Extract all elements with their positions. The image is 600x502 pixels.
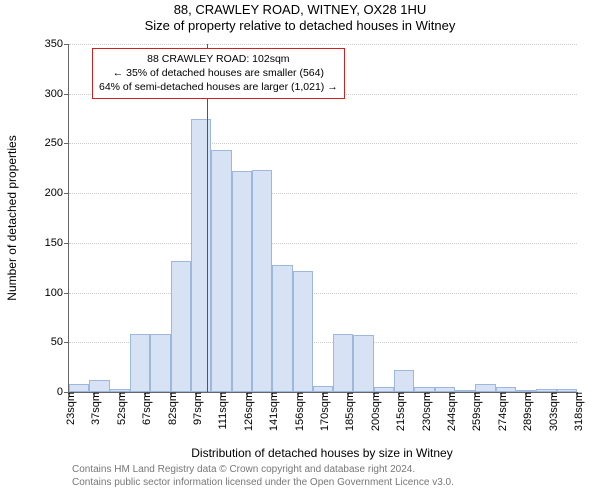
histogram-bar xyxy=(293,271,313,392)
x-tick-label: 141sqm xyxy=(264,392,280,431)
histogram-bar xyxy=(89,380,109,392)
histogram-bar xyxy=(333,334,353,392)
gridline xyxy=(69,143,577,144)
x-tick-label: 200sqm xyxy=(366,392,382,431)
y-tick-label: 350 xyxy=(45,38,69,50)
histogram-bar xyxy=(191,119,211,392)
annotation-line-2: ← 35% of detached houses are smaller (56… xyxy=(99,66,338,80)
x-tick-label: 215sqm xyxy=(391,392,407,431)
x-tick-label: 67sqm xyxy=(137,392,153,425)
histogram-bar xyxy=(130,334,150,392)
y-tick-label: 100 xyxy=(45,287,69,299)
histogram-bar xyxy=(394,370,414,392)
histogram-bar xyxy=(211,150,231,392)
x-tick-label: 274sqm xyxy=(493,392,509,431)
y-tick-label: 50 xyxy=(51,336,69,348)
x-tick-label: 318sqm xyxy=(569,392,585,431)
x-tick-label: 156sqm xyxy=(290,392,306,431)
histogram-bar xyxy=(272,265,292,392)
histogram-bar xyxy=(171,261,191,392)
histogram-bar xyxy=(69,384,89,392)
x-tick-label: 37sqm xyxy=(86,392,102,425)
footer-line-1: Contains HM Land Registry data © Crown c… xyxy=(72,464,454,477)
histogram-bar xyxy=(232,171,252,392)
gridline xyxy=(69,293,577,294)
histogram-bar xyxy=(252,170,272,392)
x-tick-label: 230sqm xyxy=(417,392,433,431)
x-tick-label: 97sqm xyxy=(188,392,204,425)
x-tick-label: 289sqm xyxy=(518,392,534,431)
histogram-bar xyxy=(150,334,170,392)
x-tick-label: 52sqm xyxy=(112,392,128,425)
x-axis-label: Distribution of detached houses by size … xyxy=(191,446,452,460)
annotation-box: 88 CRAWLEY ROAD: 102sqm ← 35% of detache… xyxy=(92,48,345,99)
x-tick-label: 23sqm xyxy=(61,392,77,425)
y-tick-label: 250 xyxy=(45,137,69,149)
gridline xyxy=(69,243,577,244)
main-title: 88, CRAWLEY ROAD, WITNEY, OX28 1HU xyxy=(0,2,600,17)
x-tick-label: 303sqm xyxy=(544,392,560,431)
footer: Contains HM Land Registry data © Crown c… xyxy=(72,464,454,489)
gridline xyxy=(69,193,577,194)
x-tick-label: 259sqm xyxy=(467,392,483,431)
x-tick-label: 82sqm xyxy=(163,392,179,425)
y-tick-label: 150 xyxy=(45,237,69,249)
footer-line-2: Contains public sector information licen… xyxy=(72,477,454,490)
y-axis-label: Number of detached properties xyxy=(5,135,19,300)
x-tick-label: 111sqm xyxy=(213,392,229,430)
x-tick-label: 244sqm xyxy=(442,392,458,431)
histogram-bar xyxy=(353,335,373,392)
histogram-bar xyxy=(475,384,495,392)
annotation-line-3: 64% of semi-detached houses are larger (… xyxy=(99,80,338,94)
gridline xyxy=(69,44,577,45)
y-tick-label: 300 xyxy=(45,88,69,100)
sub-title: Size of property relative to detached ho… xyxy=(0,18,600,33)
x-tick-label: 185sqm xyxy=(340,392,356,431)
y-tick-label: 200 xyxy=(45,187,69,199)
x-tick-label: 126sqm xyxy=(239,392,255,431)
chart-container: 88, CRAWLEY ROAD, WITNEY, OX28 1HU Size … xyxy=(0,2,600,502)
annotation-line-1: 88 CRAWLEY ROAD: 102sqm xyxy=(99,52,338,66)
x-tick-label: 170sqm xyxy=(315,392,331,431)
